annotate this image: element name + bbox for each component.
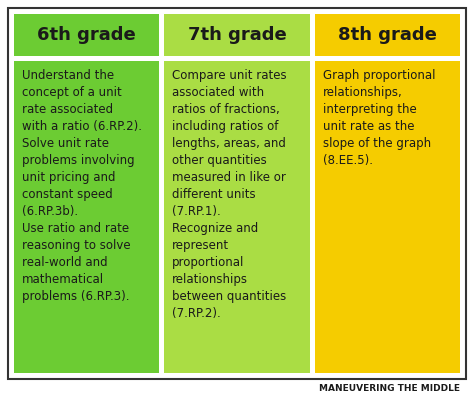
Text: Understand the
concept of a unit
rate associated
with a ratio (6.RP.2).
Solve un: Understand the concept of a unit rate as… — [22, 69, 142, 303]
Text: 6th grade: 6th grade — [37, 26, 136, 44]
Bar — [315, 61, 460, 373]
Bar — [14, 14, 159, 56]
Text: 8th grade: 8th grade — [338, 26, 437, 44]
Bar — [14, 61, 159, 373]
Text: Graph proportional
relationships,
interpreting the
unit rate as the
slope of the: Graph proportional relationships, interp… — [323, 69, 435, 167]
Bar — [315, 14, 460, 56]
Text: Compare unit rates
associated with
ratios of fractions,
including ratios of
leng: Compare unit rates associated with ratio… — [173, 69, 287, 320]
Bar — [164, 61, 310, 373]
Text: MANEUVERING THE MIDDLE: MANEUVERING THE MIDDLE — [319, 384, 460, 393]
Text: 7th grade: 7th grade — [188, 26, 286, 44]
Bar — [164, 14, 310, 56]
